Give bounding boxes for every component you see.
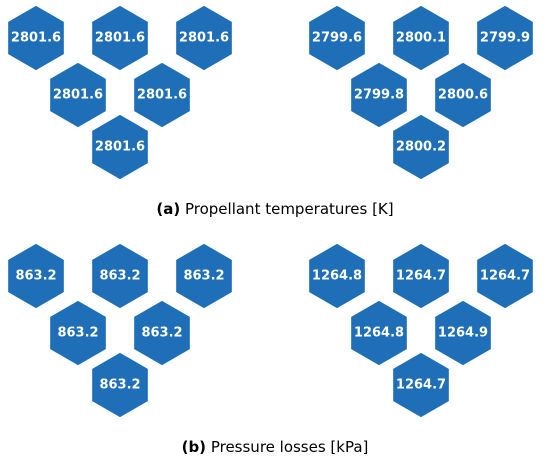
hexagon-cell [90,242,150,310]
hexagon-value-label: 1264.7 [396,378,446,393]
hex-cluster-b-1: 863.2 863.2 863.2 863.2 863.2 863.2 [6,242,234,419]
hexagon-value-label: 1264.7 [396,269,446,284]
hexagon-value-label: 2801.6 [95,140,145,155]
hexagon-value-label: 2799.6 [312,31,362,46]
hexagon-cell [90,113,150,181]
hexagon-cell [132,299,192,367]
hexagon-cell [391,113,451,181]
hexagon-cell [307,4,367,72]
hexagon-cell [174,242,234,310]
hexagon-cell [90,351,150,419]
hexagon-cell [6,242,66,310]
hexagon-cell [132,61,192,129]
hexagon-cell [475,242,535,310]
panel-a-caption: (a) Propellant temperatures [K] [0,200,550,218]
hexagon-value-label: 2800.1 [396,31,446,46]
panel-b-tag: (b) [181,438,207,456]
hexagon-cell [391,242,451,310]
hexagon-cell [90,4,150,72]
hexagon-cell [307,242,367,310]
hexagon-value-label: 2801.6 [179,31,229,46]
panel-a-caption-text: Propellant temperatures [K] [184,200,394,218]
hexagon-value-label: 863.2 [141,326,182,341]
hexagon-value-label: 863.2 [15,269,56,284]
hexagon-cell [391,351,451,419]
panel-a-tag: (a) [156,200,181,218]
hexagon-cell [349,299,409,367]
hexagon-cell [174,4,234,72]
hexagon-value-label: 2799.8 [354,88,404,103]
hexagon-value-label: 1264.9 [438,326,488,341]
hexagon-cell [433,299,493,367]
hexagon-value-label: 1264.8 [354,326,404,341]
hexagon-value-label: 2801.6 [11,31,61,46]
panel-b-caption-text: Pressure losses [kPa] [210,438,369,456]
hexagon-cell [433,61,493,129]
hexagon-cell [391,4,451,72]
hexagon-cell [6,4,66,72]
hexagon-value-label: 1264.8 [312,269,362,284]
hexagon-value-label: 2801.6 [53,88,103,103]
hexagon-value-label: 863.2 [183,269,224,284]
hexagon-value-label: 863.2 [57,326,98,341]
hexagon-value-label: 2800.6 [438,88,488,103]
hex-cluster-b-2: 1264.8 1264.7 1264.7 1264.8 1264.9 1264.7 [307,242,535,419]
hexagon-cell [48,61,108,129]
hexagon-cell [48,299,108,367]
hexagon-cell [349,61,409,129]
panel-b-caption: (b) Pressure losses [kPa] [0,438,550,456]
hexagon-value-label: 863.2 [99,269,140,284]
hex-cluster-a-2: 2799.6 2800.1 2799.9 2799.8 2800.6 2800.2 [307,4,535,181]
hexagon-value-label: 1264.7 [480,269,530,284]
hexagon-cell [475,4,535,72]
hexagon-value-label: 2801.6 [95,31,145,46]
hexagon-value-label: 2801.6 [137,88,187,103]
hexagon-value-label: 2800.2 [396,140,446,155]
hex-cluster-a-1: 2801.6 2801.6 2801.6 2801.6 2801.6 2801.6 [6,4,234,181]
hexagon-value-label: 863.2 [99,378,140,393]
hexagon-value-label: 2799.9 [480,31,530,46]
